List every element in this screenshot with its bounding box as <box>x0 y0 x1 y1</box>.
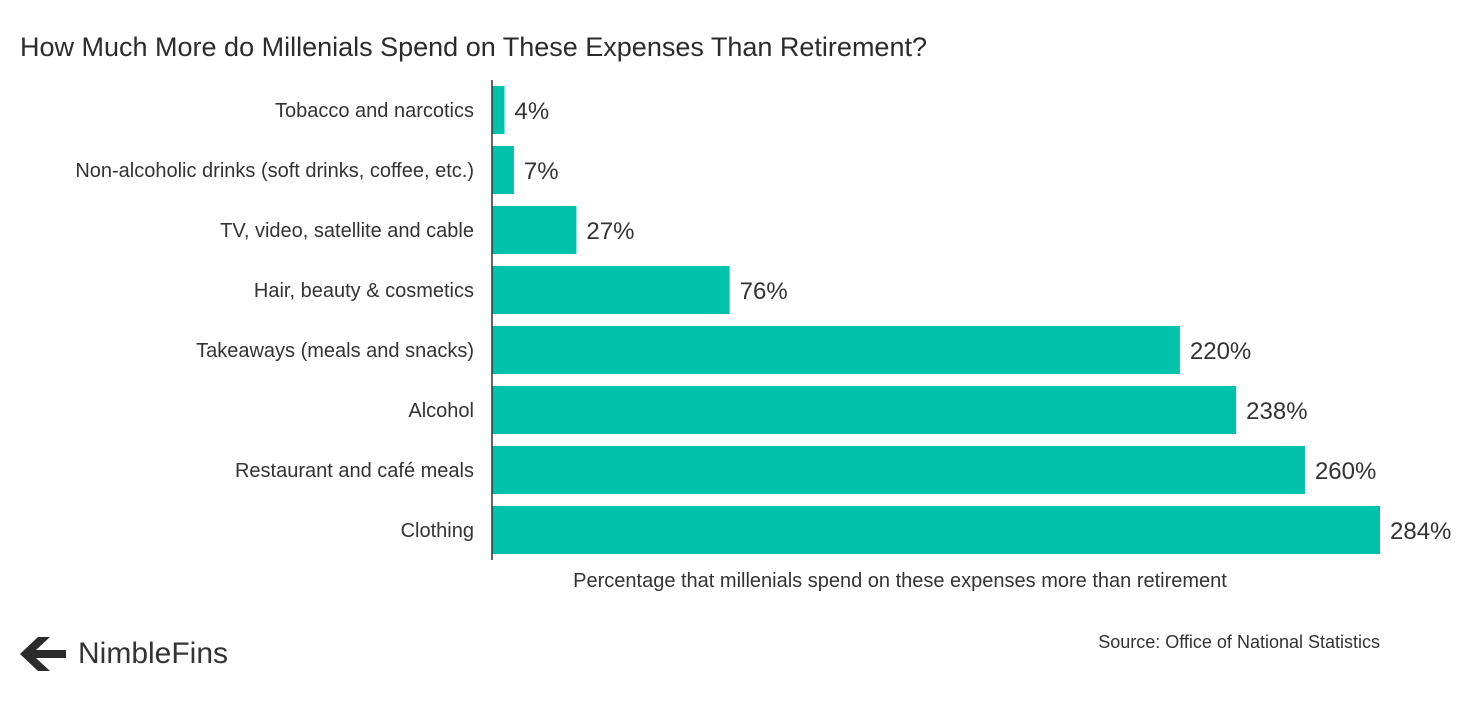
category-label: Restaurant and café meals <box>235 460 474 482</box>
x-axis-label: Percentage that millenials spend on thes… <box>573 570 1227 592</box>
chart-title: How Much More do Millenials Spend on The… <box>20 32 927 62</box>
value-label: 238% <box>1246 398 1307 425</box>
bar-4 <box>492 326 1180 374</box>
bar-0 <box>492 86 505 134</box>
value-label: 76% <box>740 278 788 305</box>
bar-2 <box>492 206 577 254</box>
value-label: 27% <box>586 218 634 245</box>
value-labels-group: 4% 7% 27% 76% 220% 238% 260% 284% <box>515 98 1452 545</box>
category-label: Tobacco and narcotics <box>275 100 474 122</box>
bar-6 <box>492 446 1305 494</box>
bar-5 <box>492 386 1237 434</box>
value-label: 7% <box>524 158 559 185</box>
value-label: 220% <box>1190 338 1251 365</box>
category-label: Hair, beauty & cosmetics <box>254 280 474 302</box>
bar-1 <box>492 146 514 194</box>
category-label: Alcohol <box>408 400 474 422</box>
category-label: Takeaways (meals and snacks) <box>196 340 474 362</box>
value-label: 284% <box>1390 518 1451 545</box>
value-label: 260% <box>1315 458 1376 485</box>
nimblefins-logo-icon <box>20 637 66 671</box>
brand-name: NimbleFins <box>78 637 229 670</box>
category-label: TV, video, satellite and cable <box>220 220 474 242</box>
bar-7 <box>492 506 1380 554</box>
brand-logo: NimbleFins <box>20 632 228 676</box>
value-label: 4% <box>515 98 550 125</box>
source-note: Source: Office of National Statistics <box>1098 632 1380 652</box>
category-label: Non-alcoholic drinks (soft drinks, coffe… <box>75 160 474 182</box>
bars-group <box>492 86 1380 554</box>
category-label: Clothing <box>401 520 474 542</box>
bar-3 <box>492 266 730 314</box>
category-labels-group: Tobacco and narcotics Non-alcoholic drink… <box>75 100 474 542</box>
